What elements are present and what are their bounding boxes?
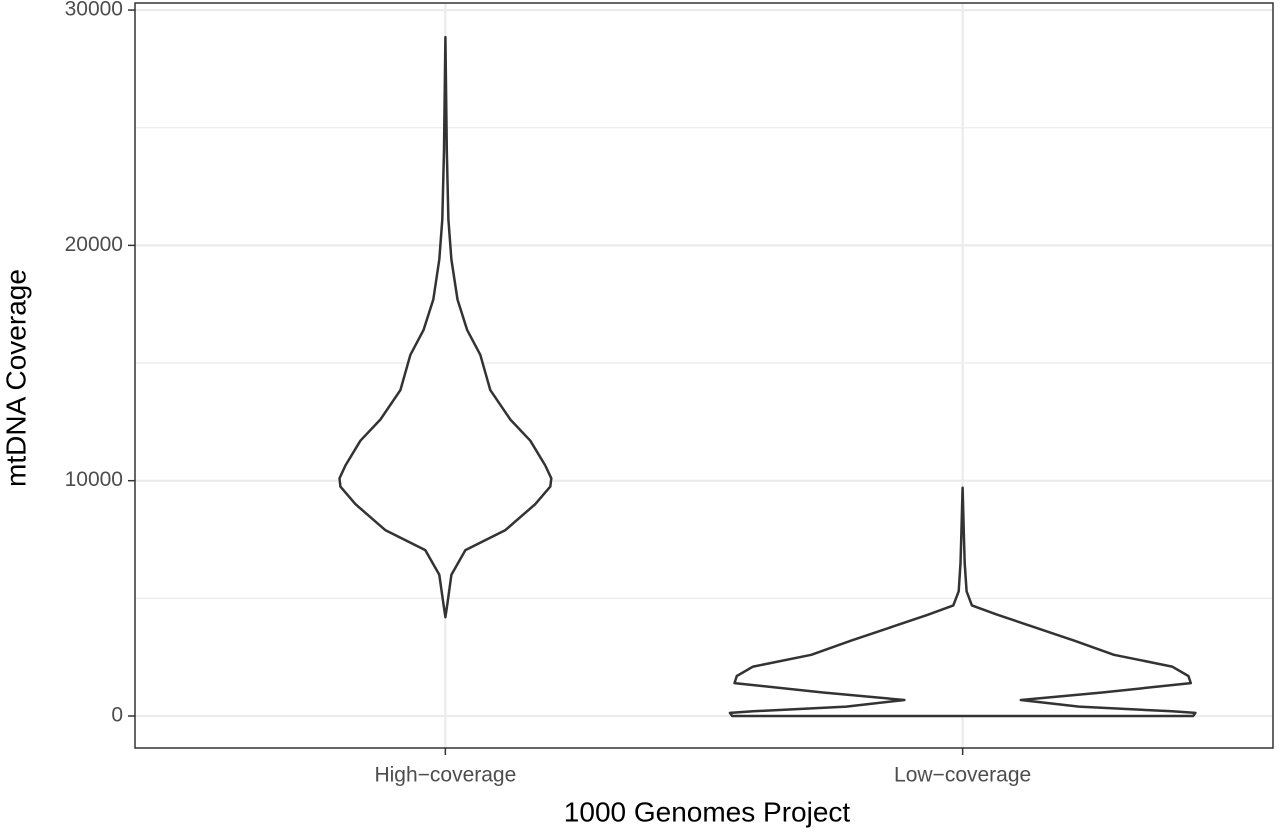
y-tick-label: 20000 xyxy=(65,233,123,256)
x-axis-title: 1000 Genomes Project xyxy=(564,796,851,827)
violin xyxy=(338,35,553,619)
y-tick-label: 0 xyxy=(111,704,123,727)
y-tick-label: 10000 xyxy=(65,468,123,491)
violin xyxy=(728,486,1197,718)
y-tick-label: 30000 xyxy=(65,0,123,21)
y-axis-title: mtDNA Coverage xyxy=(0,269,31,487)
x-tick-label: Low−coverage xyxy=(894,764,1031,787)
x-tick-label: High−coverage xyxy=(374,764,516,787)
panel-border xyxy=(134,2,1274,749)
